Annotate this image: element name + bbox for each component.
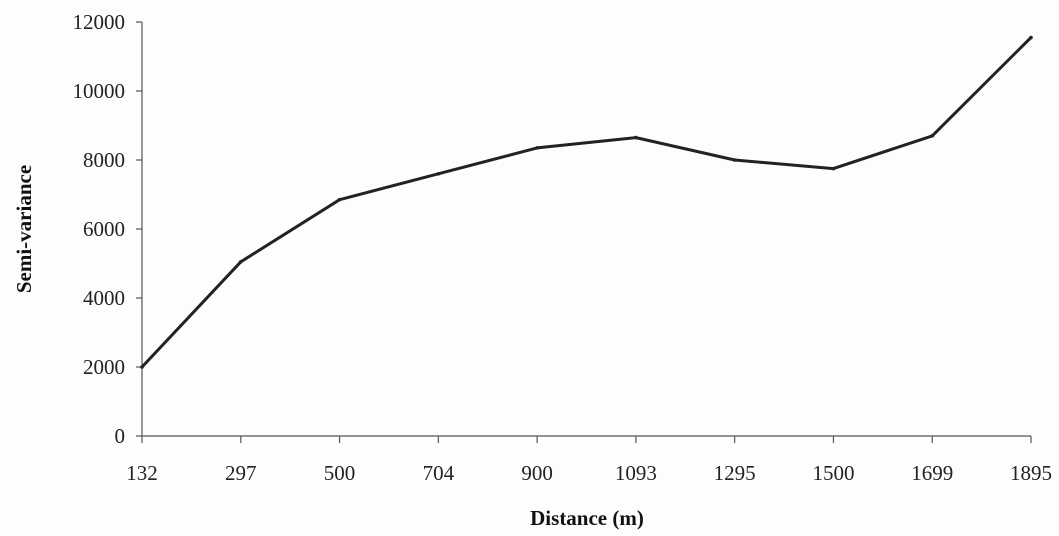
y-tick-label: 6000 [83,217,125,241]
data-point [634,135,638,140]
y-tick-label: 12000 [73,10,126,34]
y-tick-label: 4000 [83,286,125,310]
x-tick-label: 900 [521,461,553,485]
x-tick-label: 500 [324,461,356,485]
data-point [831,166,836,171]
data-point [238,259,243,264]
data-point [1029,35,1033,40]
x-tick-label: 1699 [911,461,953,485]
x-tick-label: 297 [225,461,257,485]
data-point [732,158,737,162]
y-axis-title: Semi-variance [12,165,36,293]
y-tick-label: 8000 [83,148,125,172]
data-point [337,197,342,202]
x-tick-label: 1295 [714,461,756,485]
x-tick-label: 132 [126,461,158,485]
y-tick-label: 0 [115,424,126,448]
x-tick-label: 1500 [812,461,854,485]
series-line [140,36,1033,369]
y-axis: 0 2000 4000 6000 8000 10000 12000 [73,10,143,448]
series-area [140,35,1033,369]
data-point [140,365,144,369]
y-tick-label: 10000 [73,79,126,103]
data-point [535,146,539,150]
x-tick-label: 1093 [615,461,657,485]
x-axis: 132 297 500 704 900 1093 1295 1500 1699 1895 [126,435,1052,485]
data-point [930,134,935,138]
x-axis-title: Distance (m) [530,506,644,530]
x-tick-label: 704 [423,461,455,485]
x-tick-label: 1895 [1010,461,1052,485]
y-tick-label: 2000 [83,355,125,379]
data-point [436,172,441,176]
